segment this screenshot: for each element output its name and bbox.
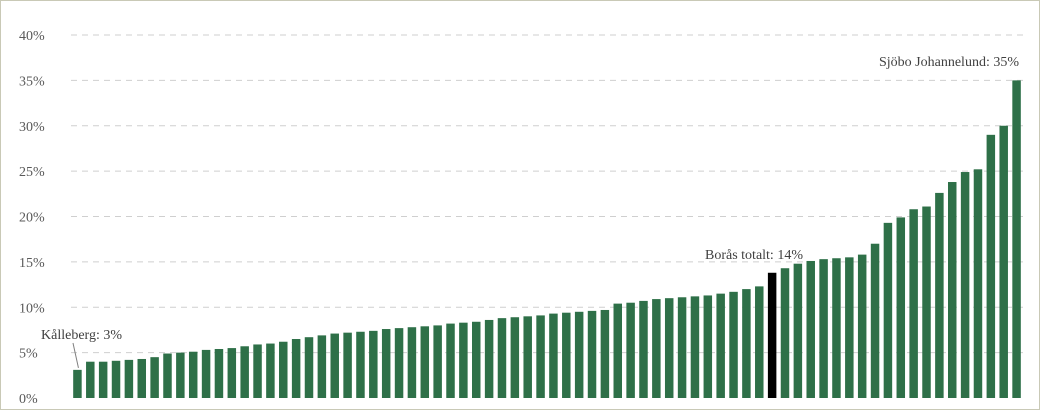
bar (459, 322, 468, 398)
annotation-total: Borås totalt: 14% (705, 248, 803, 263)
gridlines (71, 34, 1023, 354)
bar (845, 257, 854, 398)
bar (433, 325, 442, 398)
bar (832, 258, 841, 398)
bar (304, 337, 314, 398)
bar (703, 295, 713, 398)
y-tick-label: 10% (19, 301, 45, 316)
annotation-min: Kålleberg: 3% (41, 328, 122, 343)
bar (999, 125, 1008, 398)
bar (742, 289, 751, 398)
bar (523, 316, 532, 398)
y-tick-label: 20% (19, 211, 45, 226)
bar (253, 344, 262, 398)
bar (935, 192, 944, 398)
bar (793, 263, 803, 398)
bar (922, 206, 931, 398)
bar (562, 312, 571, 398)
bar (111, 360, 121, 398)
bar (163, 353, 172, 398)
bar (870, 243, 880, 398)
bar (471, 321, 481, 398)
bar (729, 291, 738, 398)
bar (947, 182, 957, 398)
bar (394, 328, 404, 398)
bar (381, 329, 391, 398)
bar (613, 303, 623, 398)
bar (124, 359, 134, 398)
bar (780, 268, 790, 398)
y-axis-labels: 0% 5% 10% 15% 20% 25% 30% 35% 40% (19, 29, 45, 407)
bar (291, 339, 301, 398)
bar (214, 348, 224, 398)
bar (150, 357, 159, 398)
bar (356, 331, 365, 398)
bar (227, 348, 237, 398)
bar (343, 332, 352, 398)
bar (960, 172, 970, 398)
bar (420, 326, 430, 398)
bar (73, 369, 82, 398)
bar (86, 361, 95, 398)
bar (883, 222, 893, 398)
bar (510, 317, 520, 398)
bars (73, 80, 1021, 398)
bar (536, 315, 545, 398)
bar (317, 335, 327, 398)
bar (549, 313, 558, 398)
bar (98, 361, 108, 398)
bar (664, 298, 674, 398)
bar (626, 302, 635, 398)
bar (677, 297, 687, 398)
bar (266, 343, 275, 398)
bar (690, 296, 700, 398)
bar (973, 169, 983, 398)
y-tick-label: 0% (19, 392, 38, 407)
y-tick-label: 35% (19, 74, 45, 89)
annotation-max: Sjöbo Johannelund: 35% (879, 55, 1019, 70)
y-tick-label: 5% (19, 347, 38, 362)
bar (755, 286, 764, 398)
bar (857, 254, 867, 398)
y-tick-label: 15% (19, 256, 45, 271)
bar (716, 293, 725, 398)
bar (407, 327, 417, 398)
bar (240, 346, 249, 398)
bar (574, 311, 584, 398)
y-tick-label: 25% (19, 165, 45, 180)
bar (587, 310, 597, 398)
bar (909, 209, 918, 398)
bar (819, 259, 828, 398)
bar (652, 299, 661, 398)
y-tick-label: 30% (19, 120, 45, 135)
bar (201, 349, 211, 398)
bar (986, 134, 996, 398)
bar (484, 319, 494, 398)
bar (369, 330, 378, 398)
y-tick-label: 40% (19, 29, 45, 44)
bar (330, 333, 339, 398)
bar (806, 260, 815, 398)
bar (176, 352, 185, 398)
bar (137, 358, 147, 398)
annotation-min-leader (72, 342, 79, 368)
bar (600, 309, 610, 398)
bar (446, 323, 455, 398)
bar (497, 318, 507, 398)
bar (1012, 80, 1021, 398)
bar (639, 300, 648, 398)
bar (896, 217, 906, 398)
bar (279, 341, 288, 398)
bar-highlight (767, 272, 777, 398)
annotations: Kålleberg: 3% Borås totalt: 14% Sjöbo Joha… (41, 55, 1019, 368)
bar (188, 351, 198, 398)
